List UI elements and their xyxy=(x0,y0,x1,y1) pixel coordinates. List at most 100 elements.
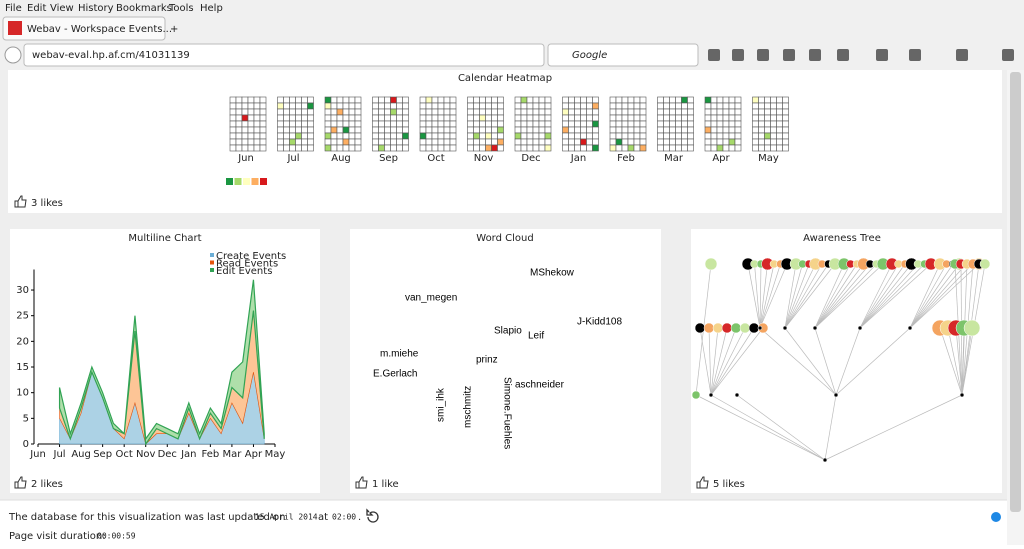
tree-node[interactable] xyxy=(694,322,706,334)
heatmap-cell xyxy=(473,114,480,122)
like-icon[interactable] xyxy=(696,476,709,489)
heatmap-cell xyxy=(378,102,385,110)
url-bar[interactable] xyxy=(23,43,545,67)
heatmap-cell xyxy=(467,96,474,104)
tree-node[interactable] xyxy=(822,457,828,463)
menu-item[interactable]: View xyxy=(50,3,74,14)
tree-node[interactable] xyxy=(857,325,863,331)
tree-node[interactable] xyxy=(748,322,760,334)
heatmap-cell xyxy=(514,132,522,140)
tree-node[interactable] xyxy=(730,322,742,334)
tree-node[interactable] xyxy=(812,325,818,331)
toolbar-icon[interactable] xyxy=(783,49,795,61)
heatmap-month: Mar xyxy=(664,153,684,164)
menu-item[interactable]: Bookmarks xyxy=(116,3,172,14)
heatmap-cell xyxy=(402,96,409,104)
heatmap-month: May xyxy=(758,153,779,164)
heatmap-cell xyxy=(378,114,385,122)
toolbar-icon[interactable] xyxy=(837,49,849,61)
like-icon[interactable] xyxy=(355,476,368,489)
heatmap-cell xyxy=(307,108,314,116)
heatmap-cell xyxy=(592,126,599,134)
heatmap-cell xyxy=(782,102,789,110)
heatmap-cell xyxy=(301,144,308,152)
tree-node[interactable] xyxy=(782,325,788,331)
scroll-thumb[interactable] xyxy=(1010,72,1021,512)
heatmap-cell xyxy=(586,114,593,122)
refresh-icon[interactable] xyxy=(366,508,379,523)
heatmap-month: Sep xyxy=(379,153,398,164)
toolbar-icon[interactable] xyxy=(1002,49,1014,61)
help-icon[interactable] xyxy=(991,512,1001,522)
tree-node[interactable] xyxy=(907,325,913,331)
heatmap-cell xyxy=(580,126,587,134)
heatmap-cell xyxy=(348,96,356,104)
like-icon[interactable] xyxy=(14,476,27,489)
tab[interactable] xyxy=(2,16,166,41)
tree-node[interactable] xyxy=(703,322,715,334)
heatmap-cell xyxy=(580,120,587,128)
tree-node[interactable] xyxy=(704,257,718,271)
heatmap-cell xyxy=(752,132,759,140)
heatmap-cell xyxy=(728,132,736,140)
heatmap-cell xyxy=(354,126,362,134)
heatmap-cell xyxy=(247,114,255,122)
tree-node[interactable] xyxy=(691,390,701,400)
tree-edge xyxy=(784,263,803,329)
heatmap-cell xyxy=(562,96,569,104)
menu-item[interactable]: History xyxy=(78,3,114,14)
tree-node[interactable] xyxy=(963,319,981,337)
tree-node[interactable] xyxy=(739,322,751,334)
toolbar-icon[interactable] xyxy=(956,49,968,61)
toolbar-icon[interactable] xyxy=(757,49,769,61)
tree-node[interactable] xyxy=(959,392,965,398)
heatmap-cell xyxy=(372,132,379,140)
menu-item[interactable]: Help xyxy=(200,3,223,14)
heatmap-cell xyxy=(283,114,290,122)
menu-item[interactable]: Tools xyxy=(168,3,194,14)
menu-item[interactable]: Edit xyxy=(27,3,46,14)
heatmap-cell xyxy=(283,96,290,104)
tree-node[interactable] xyxy=(712,322,724,334)
tree-edge xyxy=(909,263,980,329)
heatmap-cell xyxy=(657,138,664,146)
heatmap-cell xyxy=(301,120,308,128)
heatmap-cell xyxy=(580,144,587,152)
heatmap-cell xyxy=(259,144,267,152)
tree-node[interactable] xyxy=(833,392,839,398)
tree-node[interactable] xyxy=(721,322,733,334)
y-tick-label: 10 xyxy=(16,388,29,399)
y-tick-label: 30 xyxy=(16,285,29,296)
menu-item[interactable]: File xyxy=(5,3,22,14)
toolbar-icon[interactable] xyxy=(909,49,921,61)
tree-edge xyxy=(710,327,755,396)
heatmap-cell xyxy=(247,96,255,104)
heatmap-cell xyxy=(283,120,290,128)
heatmap-cell xyxy=(372,108,379,116)
new-tab[interactable]: + xyxy=(170,24,178,35)
heatmap-cell xyxy=(396,132,403,140)
heatmap-cell xyxy=(544,108,552,116)
toolbar-icon[interactable] xyxy=(732,49,744,61)
heatmap-cell xyxy=(663,96,670,104)
back-button[interactable] xyxy=(4,46,22,64)
tree-edge xyxy=(784,263,829,329)
word: Simone.Fuehles xyxy=(501,377,512,449)
heatmap-cell xyxy=(669,120,676,128)
heatmap-cell xyxy=(681,96,688,104)
like-icon[interactable] xyxy=(14,195,27,208)
heatmap-cell xyxy=(289,126,296,134)
heatmap-cell xyxy=(722,120,730,128)
toolbar-icon[interactable] xyxy=(708,49,720,61)
tree-node[interactable] xyxy=(708,392,714,398)
toolbar-icon[interactable] xyxy=(809,49,821,61)
tree-node[interactable] xyxy=(734,392,740,398)
heatmap-cell xyxy=(235,114,243,122)
toolbar-icon[interactable] xyxy=(876,49,888,61)
heatmap-cell xyxy=(681,120,688,128)
heatmap-cell xyxy=(782,114,789,122)
search-bar[interactable] xyxy=(547,43,699,67)
tree-node[interactable] xyxy=(757,325,763,331)
heatmap-cell xyxy=(544,96,552,104)
tree-node[interactable] xyxy=(979,258,991,270)
